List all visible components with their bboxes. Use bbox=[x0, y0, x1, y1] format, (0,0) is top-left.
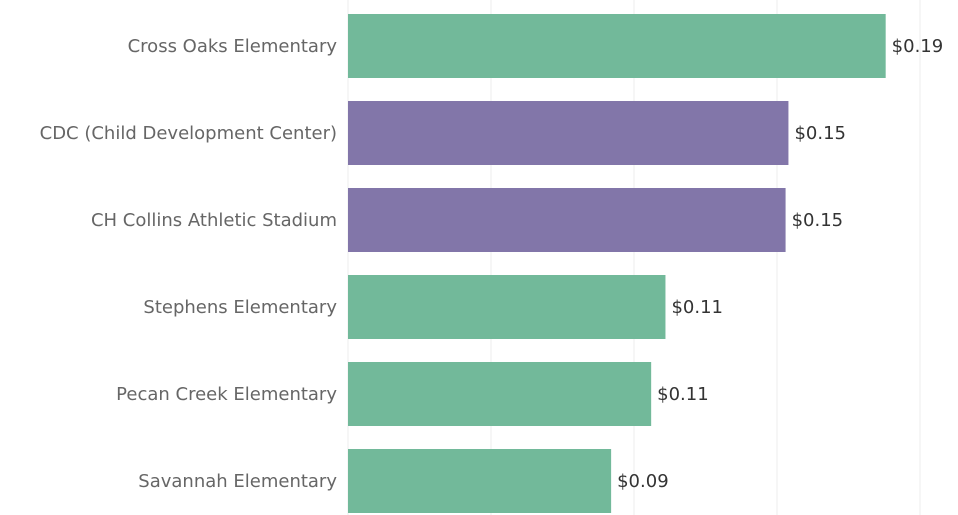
bar bbox=[348, 449, 612, 513]
value-label: $0.11 bbox=[657, 384, 709, 405]
bar bbox=[348, 101, 789, 165]
category-label: Pecan Creek Elementary bbox=[116, 384, 337, 405]
bar bbox=[348, 14, 886, 78]
value-label: $0.15 bbox=[794, 123, 846, 144]
bar bbox=[348, 275, 666, 339]
category-label: Cross Oaks Elementary bbox=[128, 36, 338, 57]
category-label: CDC (Child Development Center) bbox=[40, 123, 337, 144]
bar bbox=[348, 362, 652, 426]
bar bbox=[348, 188, 786, 252]
value-label: $0.15 bbox=[792, 210, 844, 231]
category-label: CH Collins Athletic Stadium bbox=[91, 210, 337, 231]
category-label: Savannah Elementary bbox=[138, 471, 337, 492]
value-label: $0.11 bbox=[671, 297, 723, 318]
value-label: $0.19 bbox=[892, 36, 944, 57]
value-label: $0.09 bbox=[617, 471, 669, 492]
category-label: Stephens Elementary bbox=[143, 297, 337, 318]
